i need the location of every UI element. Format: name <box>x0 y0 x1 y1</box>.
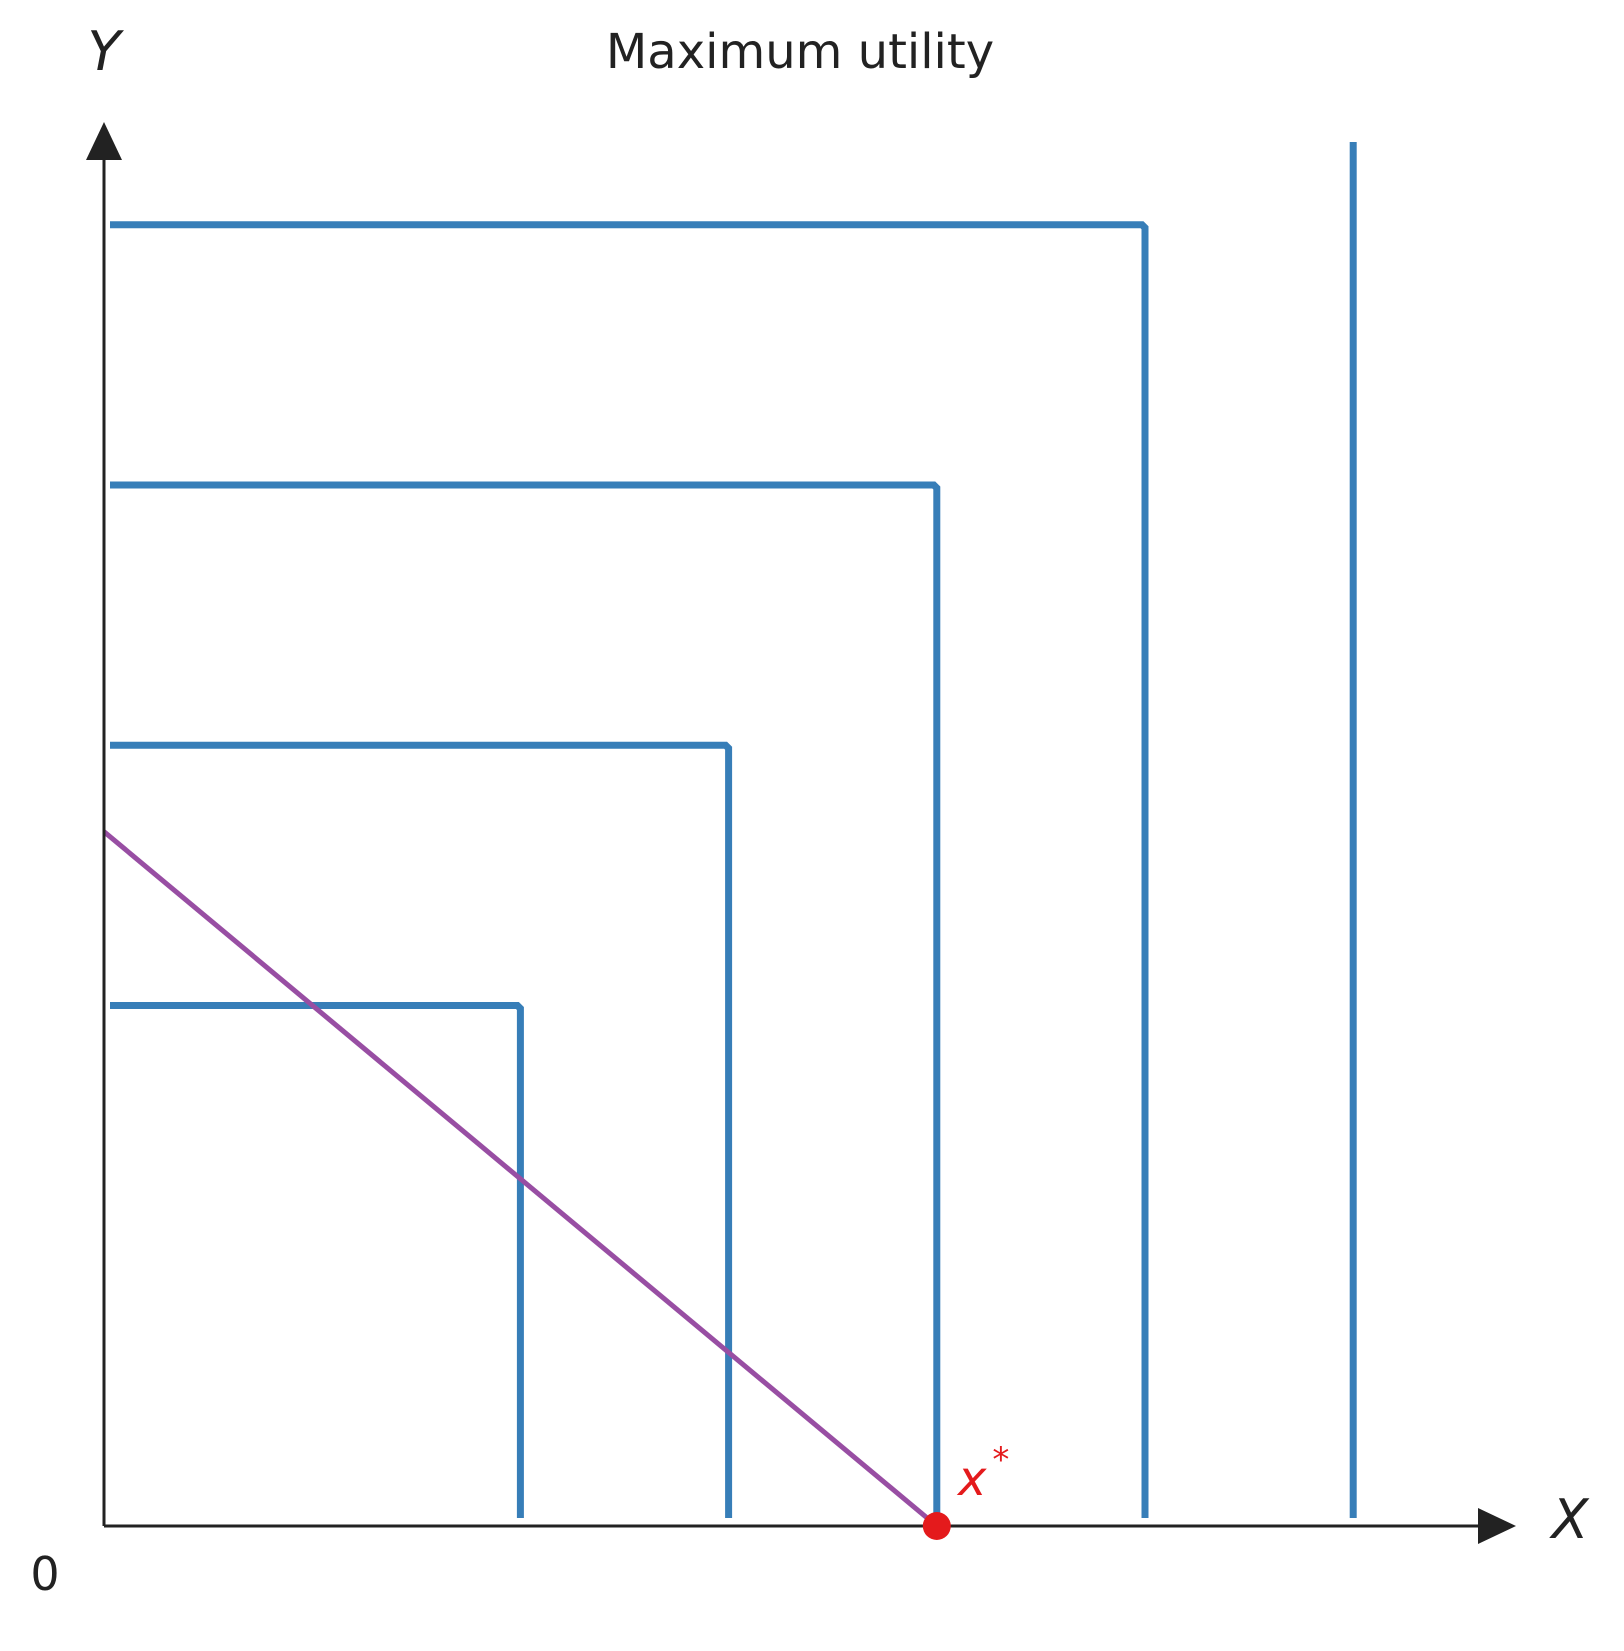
x-axis-arrowhead <box>1478 1508 1516 1544</box>
optimum-label-superscript: * <box>992 1440 1009 1480</box>
indifference-curve-4 <box>110 221 1149 1518</box>
indifference-curve-2 <box>110 741 733 1518</box>
x-axis-label: X <box>1549 1488 1590 1551</box>
y-axis-arrowhead <box>86 122 122 160</box>
indifference-curve-1 <box>110 1002 524 1518</box>
indifference-curves <box>110 142 1357 1518</box>
indifference-curve-3 <box>110 481 941 1518</box>
chart-title: Maximum utility <box>606 24 994 80</box>
optimum-label: x * <box>956 1440 1009 1507</box>
origin-label: 0 <box>30 1547 59 1601</box>
axes <box>86 122 1516 1544</box>
optimum-label-text: x <box>956 1451 987 1507</box>
budget-line <box>102 829 939 1528</box>
y-axis-label: Y <box>88 20 125 83</box>
optimum-point <box>922 1512 951 1540</box>
